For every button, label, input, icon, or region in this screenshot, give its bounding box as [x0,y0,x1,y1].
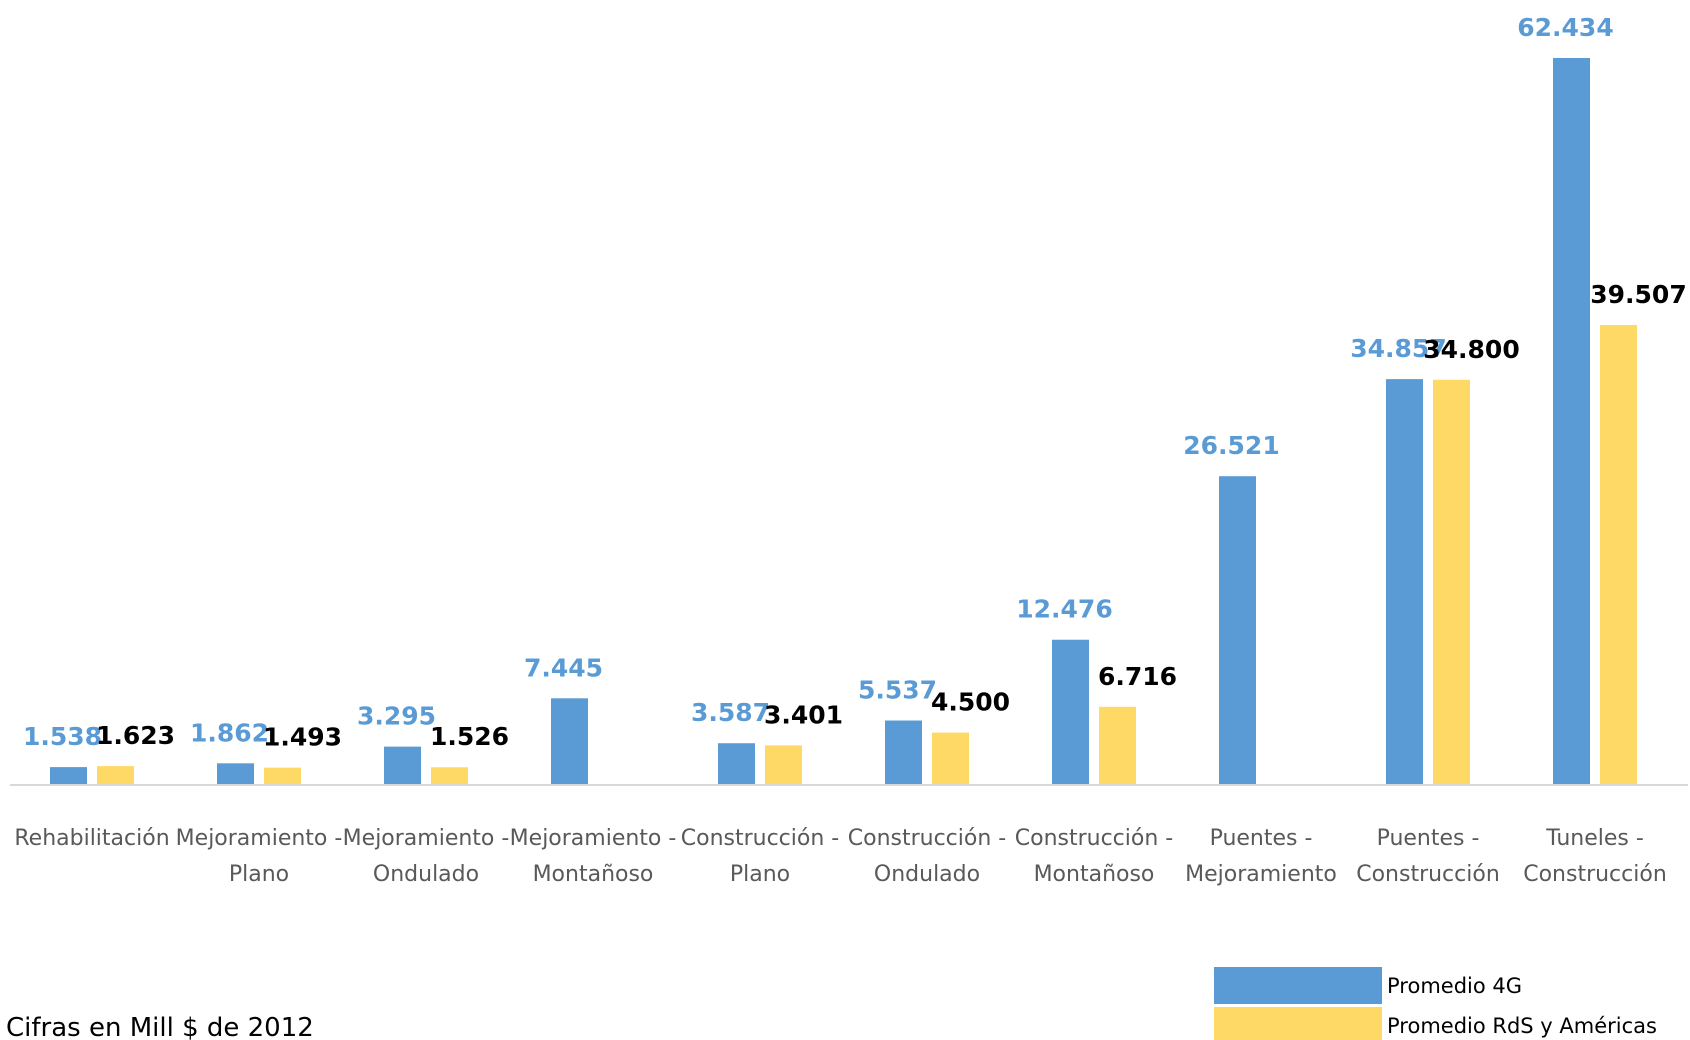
category-label-4: Construcción -Plano [681,826,839,887]
bar-4g-5 [885,720,922,785]
legend: Promedio 4G Promedio RdS y Américas [1214,967,1657,1040]
value-label-rds-9: 39.507 [1590,280,1686,309]
bar-4g-1 [217,763,254,785]
value-label-4g-7: 26.521 [1183,431,1279,460]
value-label-4g-5: 5.537 [858,676,937,705]
category-label-8: Puentes -Construcción [1356,826,1500,887]
category-label-3: Mejoramiento -Montañoso [510,826,677,887]
value-label-rds-0: 1.623 [96,721,175,750]
value-label-rds-6: 6.716 [1098,662,1177,691]
bar-rds-1 [264,767,301,785]
bar-rds-4 [765,745,802,785]
category-label-2: Mejoramiento -Ondulado [343,826,510,887]
value-label-4g-6: 12.476 [1016,595,1112,624]
bars-layer [50,58,1637,785]
bar-rds-6 [1099,706,1136,785]
category-label-6: Construcción -Montañoso [1015,826,1173,887]
category-label-1: Mejoramiento -Plano [176,826,343,887]
bar-4g-7 [1219,476,1256,785]
bar-4g-6 [1052,639,1089,785]
category-label-5: Construcción -Ondulado [848,826,1006,887]
bar-rds-2 [431,767,468,785]
value-label-4g-2: 3.295 [357,702,436,731]
bar-4g-0 [50,767,87,785]
legend-swatch-rds [1214,1007,1382,1040]
legend-swatch-4g [1214,967,1382,1004]
bar-4g-4 [718,743,755,785]
value-label-4g-0: 1.538 [23,722,102,751]
value-label-rds-8: 34.800 [1423,335,1519,364]
bar-4g-9 [1553,58,1590,785]
value-label-rds-2: 1.526 [430,722,509,751]
category-label-0: Rehabilitación [14,826,169,851]
category-label-7: Puentes -Mejoramiento [1185,826,1337,887]
legend-label-rds: Promedio RdS y Américas [1387,1014,1657,1038]
bar-rds-9 [1600,324,1637,785]
value-label-4g-4: 3.587 [691,698,770,727]
legend-label-4g: Promedio 4G [1387,974,1522,998]
bar-4g-2 [384,746,421,785]
value-label-rds-4: 3.401 [764,700,843,729]
bar-rds-0 [97,766,134,785]
category-labels-layer: Rehabilitación Mejoramiento -PlanoMejoram… [14,826,1666,887]
value-label-4g-3: 7.445 [524,653,603,682]
category-label-9: Tuneles -Construcción [1523,826,1667,887]
bar-4g-8 [1386,379,1423,785]
bar-4g-3 [551,698,588,785]
value-label-4g-9: 62.434 [1517,13,1613,42]
value-label-4g-8: 34.857 [1350,334,1446,363]
value-label-4g-1: 1.862 [190,718,269,747]
footnote: Cifras en Mill $ de 2012 [6,1013,314,1040]
value-label-rds-5: 4.500 [931,688,1010,717]
value-label-rds-1: 1.493 [263,723,342,752]
bar-rds-8 [1433,379,1470,785]
bar-rds-5 [932,732,969,785]
